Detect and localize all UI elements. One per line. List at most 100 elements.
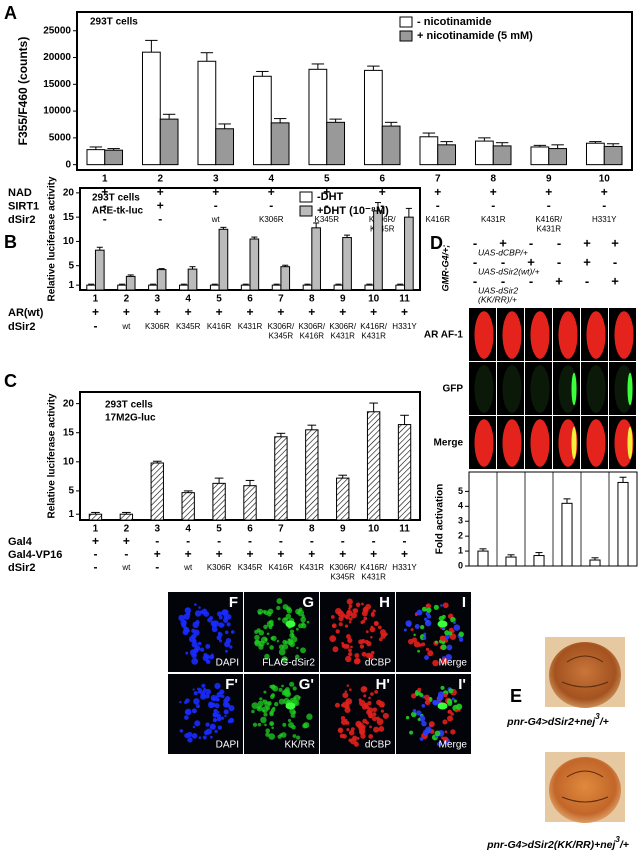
row-cell: K431R	[300, 563, 325, 572]
chromosome-blob	[450, 729, 456, 735]
row-cell: -	[248, 534, 252, 548]
error-bar	[405, 207, 412, 218]
row-cell: K306R	[259, 215, 284, 224]
chromosome-blob	[205, 722, 210, 727]
x-tick-label: 4	[185, 294, 191, 305]
chromosome-blob	[440, 635, 446, 642]
chromosome-blob	[368, 734, 374, 739]
chromosome-blob	[442, 719, 448, 725]
bar	[589, 559, 601, 567]
bar	[156, 269, 167, 291]
row-cell: -	[93, 560, 97, 574]
chromosome-blob	[451, 629, 455, 633]
chromosome-blob	[353, 608, 359, 614]
error-bar	[158, 268, 165, 270]
tile-label: DAPI	[216, 658, 239, 669]
chromosome-blob	[197, 641, 202, 646]
chromosome-blob	[184, 715, 189, 720]
x-tick-label: 6	[247, 294, 253, 305]
chromosome-blob	[376, 718, 384, 726]
row-cell: -	[325, 199, 329, 213]
chromosome-blob	[382, 712, 389, 719]
chromosome-blob	[416, 609, 423, 616]
row-cell: -	[602, 199, 606, 213]
chromosome-blob	[296, 627, 299, 631]
error-bar	[307, 424, 317, 430]
chromosome-blob	[369, 714, 373, 719]
genotype-cell: +	[583, 235, 591, 250]
micrograph	[320, 674, 395, 754]
bar	[533, 555, 545, 567]
bar	[603, 145, 623, 166]
row-cell: +	[157, 199, 164, 213]
x-tick-label: 10	[368, 294, 380, 305]
chromosome-blob	[347, 609, 351, 614]
chromosome-blob	[259, 697, 263, 701]
y-tick-label: 0	[458, 560, 463, 570]
chromosome-blob	[212, 697, 216, 701]
thorax	[549, 757, 621, 823]
x-tick-label: 8	[309, 524, 315, 535]
chromosome-blob	[455, 703, 463, 710]
genotype-label: (KK/RR)/+	[478, 294, 517, 304]
y-tick-label: 20	[63, 187, 75, 198]
chromosome-blob	[271, 693, 275, 697]
chromosome-blob	[423, 632, 427, 636]
row-cell: K416R/	[360, 322, 387, 331]
chromosome-blob	[194, 645, 201, 652]
chromosome-blob	[291, 724, 296, 730]
row-cell: +	[339, 547, 346, 561]
bar	[252, 75, 272, 166]
row-cell: K345R	[176, 322, 201, 331]
row-cell: wt	[183, 563, 193, 572]
chromosome-blob	[444, 730, 448, 734]
chromosome-blob	[276, 640, 280, 643]
bar	[585, 142, 605, 166]
chromosome-blob	[423, 617, 428, 622]
chromosome-blob	[192, 688, 195, 691]
chromosome-blob	[334, 702, 340, 708]
error-bar	[440, 141, 453, 145]
chromosome-blob	[282, 604, 289, 610]
chromosome-blob	[282, 639, 287, 645]
chromosome-blob	[446, 644, 453, 651]
chromosome-blob	[360, 638, 366, 644]
x-tick-label: 5	[216, 524, 222, 535]
row-cell: +	[101, 185, 108, 199]
row-cell: +	[216, 305, 223, 319]
chromosome-blob	[195, 704, 200, 709]
row-cell: +	[434, 185, 441, 199]
chromosome-blob	[361, 651, 367, 657]
row-cell: -	[403, 534, 407, 548]
error-bar	[533, 144, 547, 147]
chromosome-blob	[363, 606, 369, 612]
legend-swatch	[399, 16, 413, 28]
error-bar	[397, 283, 404, 286]
x-tick-label: 10	[599, 174, 611, 185]
row-label: dSir2	[8, 214, 36, 226]
chromosome-blob	[214, 708, 218, 713]
error-bar	[218, 123, 231, 129]
chromosome-blob	[348, 607, 351, 610]
y-tick-label: 1	[68, 509, 74, 520]
chromosome-blob	[347, 637, 353, 644]
genotype-cell: -	[473, 254, 477, 269]
chromosome-blob	[207, 617, 212, 623]
y-axis-label: Relative luciferase activity	[47, 393, 58, 519]
chromosome-blob	[362, 725, 366, 729]
chromosome-blob	[269, 711, 274, 717]
row-label: dSir2	[8, 321, 36, 333]
bar	[274, 436, 288, 521]
bar	[561, 502, 573, 567]
chromosome-blob	[278, 698, 285, 705]
chromosome-blob	[444, 630, 450, 636]
row-cell: K431R	[330, 332, 355, 341]
chromosome-blob	[429, 697, 432, 700]
genotype-cell: -	[613, 254, 617, 269]
error-bar	[127, 274, 134, 277]
bar	[181, 492, 195, 521]
chromosome-blob	[426, 607, 432, 613]
chromosome-blob	[345, 655, 352, 663]
chromosome-blob	[330, 615, 335, 619]
